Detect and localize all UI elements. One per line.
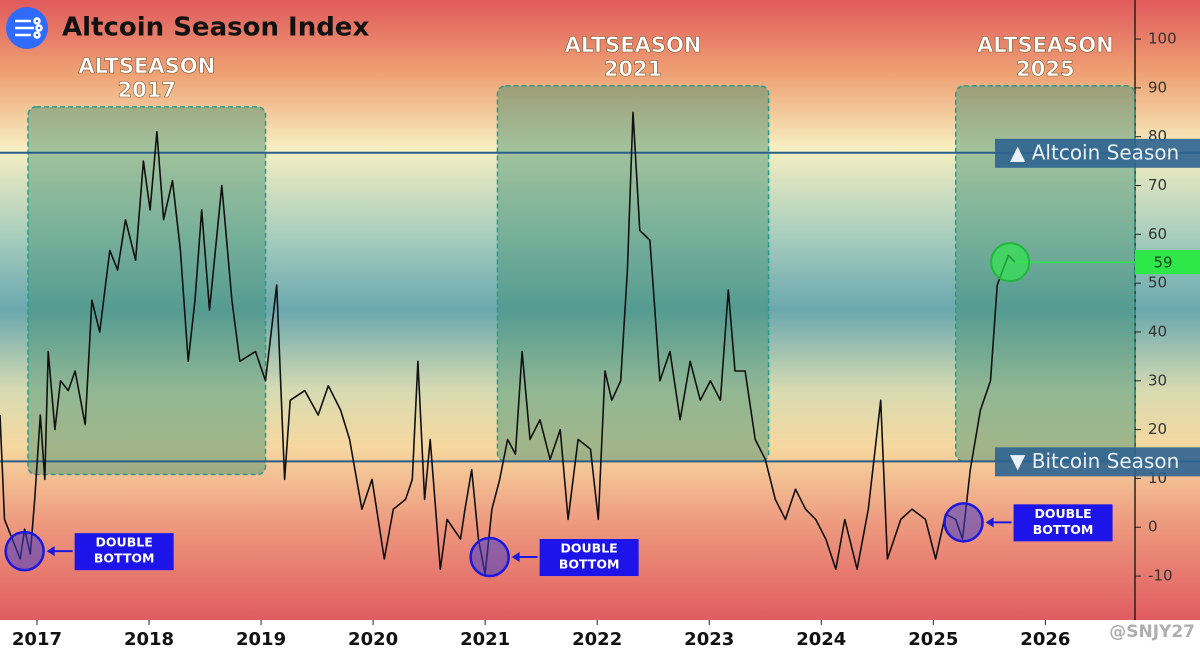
x-tick-label: 2024 xyxy=(796,629,846,650)
y-tick-label: 60 xyxy=(1148,225,1167,243)
altseason-region xyxy=(27,106,267,476)
background xyxy=(0,0,1200,620)
annotation-arrowhead xyxy=(511,552,520,563)
annotation-label: BOTTOM xyxy=(94,551,155,566)
x-tick-label: 2022 xyxy=(572,629,622,650)
x-tick-label: 2017 xyxy=(12,629,62,650)
region-label: 2021 xyxy=(604,57,662,81)
annotation-box xyxy=(1013,504,1113,542)
current-marker xyxy=(990,242,1031,283)
annotation-label: DOUBLE xyxy=(561,541,618,556)
threshold-label: ▲ Altcoin Season xyxy=(1010,140,1179,164)
double-bottom-marker xyxy=(943,502,984,543)
x-tick-label: 2020 xyxy=(348,629,398,650)
altseason-region xyxy=(496,85,770,463)
logo-icon xyxy=(15,17,43,39)
x-axis-band xyxy=(0,620,1200,659)
annotation-box xyxy=(539,539,639,577)
x-tick-label: 2026 xyxy=(1020,629,1070,650)
region-label: ALTSEASON xyxy=(565,33,702,57)
x-tick-label: 2021 xyxy=(460,629,510,650)
annotation-label: DOUBLE xyxy=(1034,506,1091,521)
double-bottom-marker xyxy=(4,530,45,572)
annotation-label: DOUBLE xyxy=(96,535,153,550)
x-tick-label: 2019 xyxy=(236,629,286,650)
plot-layer: ALTSEASON2017ALTSEASON2021ALTSEASON2025-… xyxy=(0,30,1200,650)
threshold-box xyxy=(995,447,1200,477)
x-tick-label: 2025 xyxy=(908,629,958,650)
double-bottom-marker xyxy=(469,536,510,578)
region-label: 2025 xyxy=(1016,57,1074,81)
annotation-box xyxy=(74,533,174,571)
y-tick-label: 90 xyxy=(1148,78,1167,96)
current-label: 59 xyxy=(1153,254,1172,272)
y-tick-label: 70 xyxy=(1148,176,1167,194)
current-box xyxy=(1135,250,1200,275)
y-tick-label: -10 xyxy=(1148,567,1173,585)
x-tick-label: 2023 xyxy=(684,629,734,650)
y-tick-label: 30 xyxy=(1148,371,1167,389)
annotation-label: BOTTOM xyxy=(559,557,620,572)
watermark: @SNJY27 xyxy=(1109,622,1195,642)
y-tick-label: 100 xyxy=(1148,30,1177,48)
region-label: ALTSEASON xyxy=(78,54,215,78)
threshold-box xyxy=(995,138,1200,168)
y-tick-label: 50 xyxy=(1148,274,1167,292)
y-tick-label: 0 xyxy=(1148,518,1158,536)
region-label: 2017 xyxy=(118,78,176,102)
annotation-arrowhead xyxy=(46,546,55,557)
threshold-label: ▼ Bitcoin Season xyxy=(1010,449,1179,473)
annotation-label: BOTTOM xyxy=(1033,522,1094,537)
region-label: ALTSEASON xyxy=(977,33,1114,57)
chart-title: Altcoin Season Index xyxy=(62,13,369,43)
x-tick-label: 2018 xyxy=(124,629,174,650)
y-tick-label: 40 xyxy=(1148,322,1167,340)
annotation-arrowhead xyxy=(985,517,994,528)
y-tick-label: 20 xyxy=(1148,420,1167,438)
